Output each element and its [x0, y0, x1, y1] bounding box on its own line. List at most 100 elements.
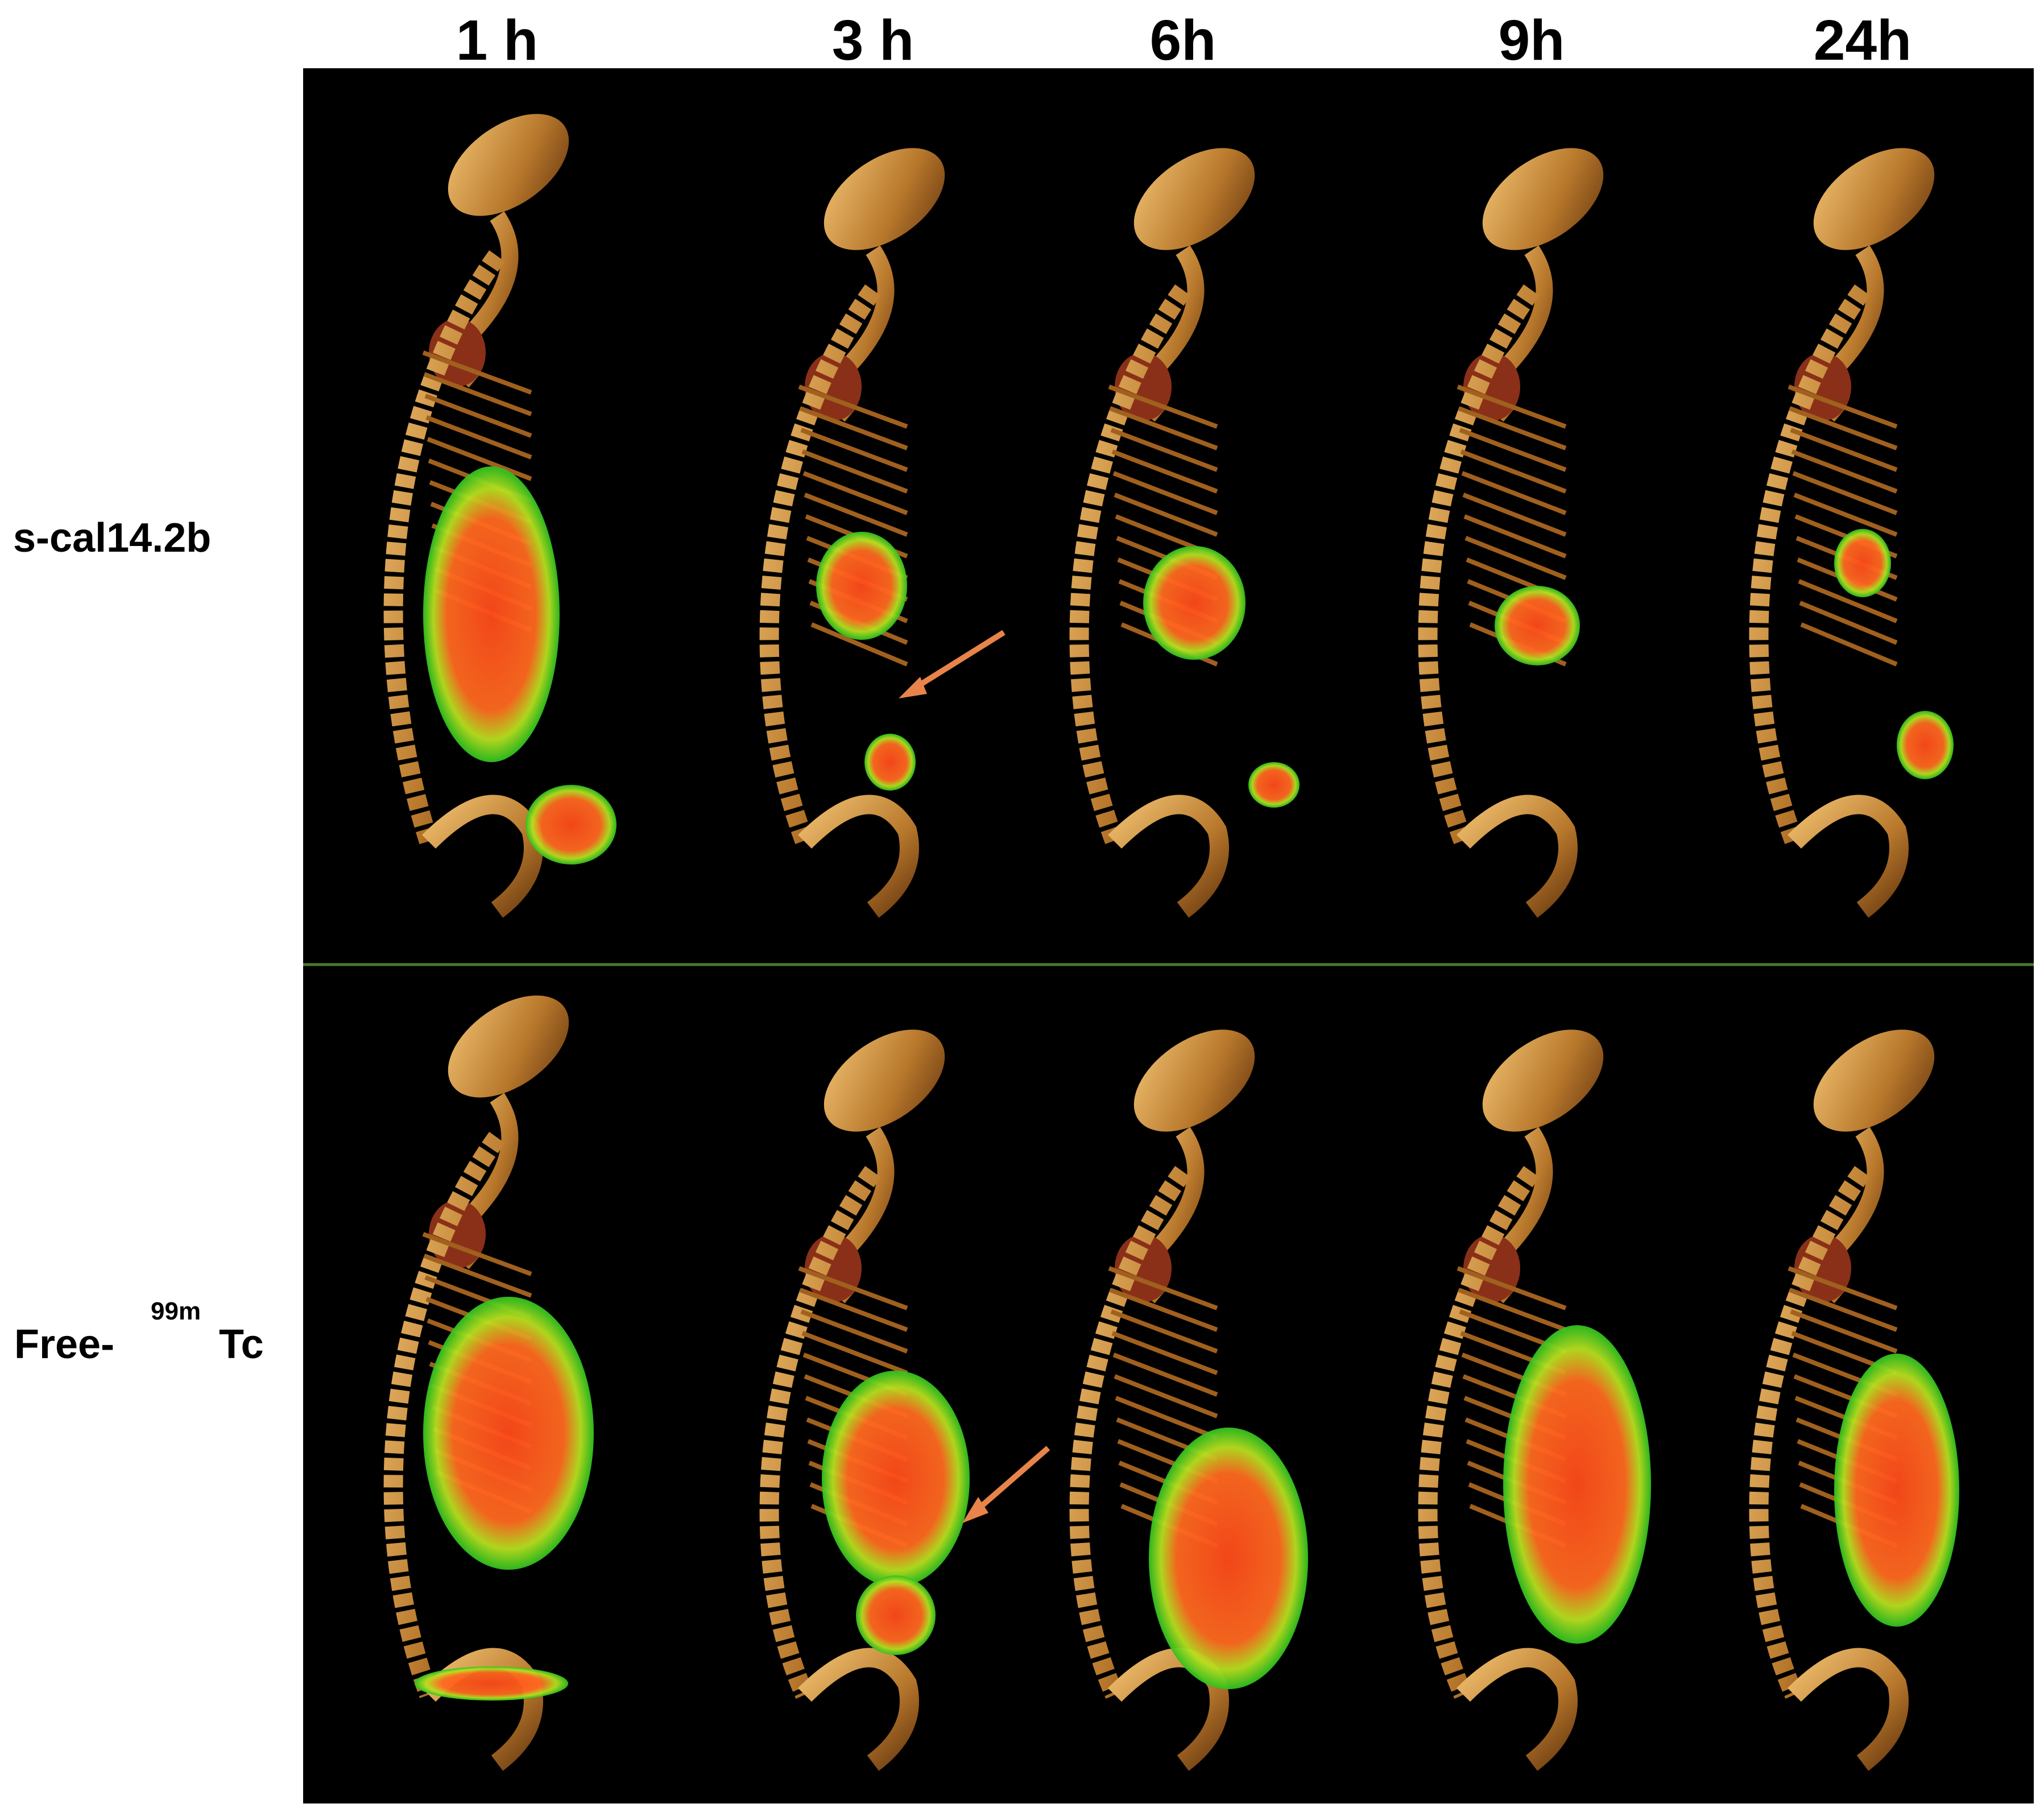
rib	[1458, 406, 1567, 450]
rib	[1798, 579, 1898, 623]
mouse-images	[383, 114, 1959, 1771]
rib	[1109, 406, 1218, 450]
rib	[1788, 384, 1898, 429]
row-label-suffix: Tc	[219, 1322, 264, 1367]
uptake	[822, 1371, 970, 1587]
rib	[423, 372, 532, 416]
rib	[798, 384, 908, 429]
uptake	[1834, 1354, 1959, 1627]
uptake	[1834, 529, 1891, 597]
rib	[1457, 1266, 1567, 1310]
rib	[422, 1232, 532, 1276]
rib	[1790, 1309, 1898, 1354]
rib	[1110, 1309, 1218, 1354]
rib	[800, 1309, 908, 1354]
mouse	[1418, 1029, 1651, 1771]
rib	[810, 622, 908, 667]
arrow	[971, 1446, 1050, 1515]
spine	[1069, 1166, 1191, 1699]
rib	[1788, 1266, 1898, 1310]
arrowhead	[899, 677, 927, 698]
uptake	[415, 1666, 568, 1701]
hind-limb	[797, 1648, 919, 1771]
arrow	[908, 630, 1006, 694]
mouse	[1069, 1029, 1308, 1771]
spine	[1749, 284, 1871, 845]
rib	[801, 449, 908, 494]
rib	[1111, 1331, 1218, 1375]
skull	[1482, 148, 1604, 250]
uptake	[423, 466, 560, 762]
mouse	[759, 1029, 970, 1771]
rib	[1109, 1288, 1218, 1332]
uptake	[816, 532, 907, 640]
uptake	[864, 734, 916, 791]
spine	[1069, 284, 1191, 845]
spine	[1418, 1166, 1540, 1699]
rib	[1800, 622, 1898, 667]
skull	[448, 995, 569, 1098]
rib	[799, 1288, 908, 1332]
column-label: 9h	[1499, 9, 1565, 72]
rib	[1799, 601, 1898, 645]
rib	[1463, 514, 1567, 559]
rib	[1111, 449, 1218, 494]
hind-limb	[1107, 795, 1229, 918]
rib	[1790, 428, 1898, 472]
uptake	[1248, 762, 1300, 808]
rib	[423, 1254, 532, 1298]
hind-limb	[1787, 795, 1909, 918]
row-label: s-cal14.2b	[13, 515, 211, 561]
rib	[798, 1266, 908, 1310]
rib	[1464, 536, 1567, 580]
mouse	[1749, 148, 1954, 918]
labels: s-cal14.2b Free- 99m Tc 1 h 3 h 6h 9h 24h	[13, 9, 1911, 1367]
rib	[804, 493, 908, 537]
skull	[1813, 1029, 1935, 1132]
mouse	[383, 114, 616, 918]
skull	[1133, 1029, 1255, 1132]
uptake	[1143, 546, 1246, 660]
row-label: Free- 99m Tc	[14, 1297, 264, 1367]
mouse	[1418, 148, 1604, 918]
hind-limb	[797, 795, 919, 918]
uptake	[1503, 1325, 1651, 1644]
rib	[799, 406, 908, 450]
rib	[1115, 1396, 1218, 1440]
rib	[801, 1331, 908, 1375]
rib	[422, 350, 532, 395]
rib	[1792, 471, 1898, 515]
skull	[824, 148, 945, 250]
hind-limb	[1456, 795, 1578, 918]
uptake	[1149, 1428, 1308, 1689]
skull	[1482, 1029, 1604, 1132]
skull	[824, 1029, 945, 1132]
rib	[427, 437, 532, 481]
mouse	[1069, 148, 1300, 918]
rib	[1793, 493, 1898, 537]
rib	[1789, 406, 1898, 450]
mouse	[1749, 1029, 1959, 1771]
hind-limb	[1456, 1648, 1578, 1771]
rib	[1459, 428, 1567, 472]
hind-limb	[1787, 1648, 1909, 1771]
rib	[1110, 428, 1218, 472]
rib	[1108, 384, 1218, 429]
skull	[448, 114, 569, 216]
mouse	[759, 148, 945, 918]
uptake	[1897, 711, 1954, 779]
spine	[1749, 1166, 1871, 1699]
rib	[1114, 493, 1218, 537]
mouse	[383, 995, 594, 1771]
spine	[1418, 284, 1540, 845]
rib	[1789, 1288, 1898, 1332]
skull	[1813, 148, 1935, 250]
rib	[1112, 1352, 1218, 1397]
spine	[759, 1166, 881, 1699]
uptake	[856, 1575, 936, 1655]
row-label-prefix: Free-	[14, 1322, 114, 1367]
rib	[425, 415, 532, 460]
rib	[1461, 471, 1567, 515]
rib	[1114, 1374, 1218, 1418]
